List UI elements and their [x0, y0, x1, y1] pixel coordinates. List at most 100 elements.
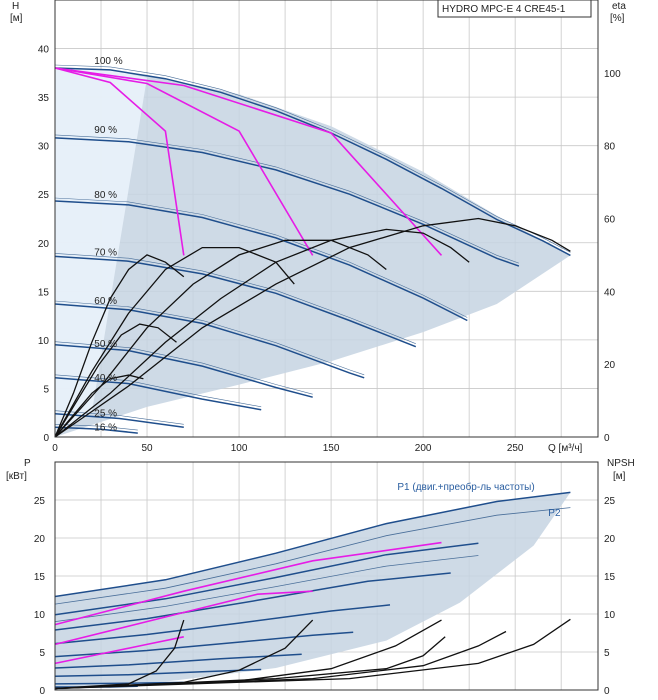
npsh-curve — [54, 630, 507, 690]
speed-label: 16 % — [94, 422, 117, 433]
hq-curve — [54, 137, 520, 267]
plot-frame — [54, 461, 599, 691]
bottom-y-right-label: NPSH — [607, 458, 635, 469]
system-curve — [54, 67, 314, 256]
y-tick-label: 0 — [39, 686, 45, 697]
y-tick-label: 10 — [38, 336, 50, 347]
power-system-curve — [54, 636, 184, 665]
top-y-unit: [м] — [10, 13, 23, 24]
efficiency-curve — [54, 323, 177, 438]
power-p1-curve — [54, 604, 391, 645]
power-p1-curve — [54, 653, 302, 669]
y-tick-label: 25 — [38, 190, 50, 201]
hq-curve — [54, 303, 365, 379]
efficiency-curve — [54, 246, 295, 438]
series-label: P2 — [548, 508, 561, 519]
light-range-area — [55, 68, 147, 437]
power-p1-curve — [54, 542, 479, 616]
y-tick-label: 30 — [38, 142, 50, 153]
power-system-curve — [54, 541, 442, 626]
y-right-tick-label: 80 — [604, 142, 616, 153]
operating-range-area — [55, 68, 571, 437]
x-tick-label: 200 — [415, 443, 432, 454]
power-p2-curve — [54, 507, 571, 605]
hq-curve — [54, 343, 313, 398]
speed-label: 80 % — [94, 190, 117, 201]
y-tick-label: 10 — [34, 610, 46, 621]
speed-label: 25 % — [94, 409, 117, 420]
x-tick-label: 50 — [141, 443, 153, 454]
hq-thin-curve — [54, 253, 416, 344]
series-label: P1 (двиг.+преобр-ль частоты) — [397, 481, 534, 493]
npsh-curve — [54, 618, 571, 690]
y-right-tick-label: 10 — [604, 610, 616, 621]
y-right-tick-label: 15 — [604, 572, 616, 583]
speed-label: 70 % — [94, 248, 117, 259]
x-tick-label: 100 — [231, 443, 248, 454]
y-right-tick-label: 20 — [604, 360, 616, 371]
system-curve — [54, 67, 185, 256]
power-p2-curve — [54, 555, 479, 622]
speed-label: 100 % — [94, 56, 122, 67]
y-right-tick-label: 40 — [604, 287, 616, 298]
hq-thin-curve — [54, 341, 313, 395]
y-right-tick-label: 5 — [604, 648, 610, 659]
head-efficiency-plot: H [м] eta [%] Q [м³/ч] 100 % 90 % 80 % 70 %… — [10, 0, 626, 454]
hq-thin-curve — [54, 197, 468, 318]
hq-thin-curve — [54, 374, 262, 408]
system-curve — [54, 67, 443, 256]
top-y-right-unit: [%] — [610, 13, 625, 24]
efficiency-curve — [54, 217, 571, 438]
x-tick-label: 250 — [507, 443, 524, 454]
efficiency-curve — [54, 254, 185, 438]
power-system-curve — [54, 590, 313, 646]
y-tick-label: 0 — [43, 433, 49, 444]
top-y-label: H — [12, 1, 19, 12]
plot-frame — [54, 0, 599, 438]
y-tick-label: 25 — [34, 496, 46, 507]
y-tick-label: 35 — [38, 93, 50, 104]
chart-title: HYDRO MPC-E 4 CRE45-1 — [442, 4, 566, 15]
efficiency-curve — [54, 374, 144, 438]
hq-curve — [54, 200, 468, 322]
hq-curve — [54, 412, 184, 429]
power-npsh-plot: P [кВт] NPSH [м] P1 (двиг.+преобр-ль час… — [6, 458, 635, 697]
y-right-tick-label: 0 — [604, 686, 610, 697]
x-axis-label: Q [м³/ч] — [548, 443, 583, 454]
speed-label: 60 % — [94, 296, 117, 307]
y-right-tick-label: 25 — [604, 496, 616, 507]
y-tick-label: 15 — [34, 572, 46, 583]
speed-label: 90 % — [94, 125, 117, 136]
y-tick-label: 40 — [38, 45, 50, 56]
hq-thin-curve — [54, 64, 571, 253]
npsh-curve — [54, 636, 446, 690]
power-p1-curve — [54, 491, 571, 598]
hq-thin-curve — [54, 134, 519, 264]
hq-curve — [54, 255, 417, 348]
power-p1-curve — [54, 668, 262, 678]
y-tick-label: 5 — [43, 384, 49, 395]
y-right-tick-label: 20 — [604, 534, 616, 545]
power-p1-curve — [54, 631, 354, 658]
speed-label: 40 % — [94, 373, 117, 384]
x-tick-label: 150 — [323, 443, 340, 454]
speed-label: 50 % — [94, 339, 117, 350]
efficiency-curve — [54, 239, 387, 438]
power-p1-curve — [54, 572, 451, 631]
y-tick-label: 20 — [34, 534, 46, 545]
hq-curve — [54, 377, 262, 411]
bottom-y-right-unit: [м] — [613, 471, 626, 482]
bottom-y-label: P — [24, 458, 31, 469]
y-right-tick-label: 60 — [604, 215, 616, 226]
y-tick-label: 5 — [39, 648, 45, 659]
hq-thin-curve — [54, 300, 365, 376]
x-tick-label: 0 — [52, 443, 58, 454]
bottom-y-unit: [кВт] — [6, 471, 27, 482]
hq-curve — [54, 426, 138, 434]
top-y-right-label: eta — [612, 1, 626, 12]
y-tick-label: 15 — [38, 287, 50, 298]
npsh-curve — [54, 619, 185, 690]
y-right-tick-label: 100 — [604, 69, 621, 80]
y-tick-label: 20 — [38, 239, 50, 250]
